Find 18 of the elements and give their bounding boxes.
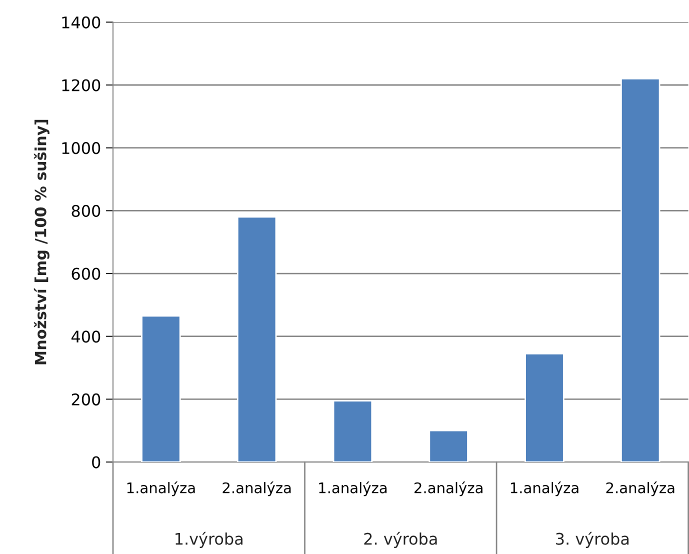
x-tick-label: 1.analýza bbox=[510, 481, 578, 496]
text: 2. výroba bbox=[364, 532, 437, 548]
x-tick-label: 1.analýza bbox=[319, 481, 387, 496]
y-tick-label: 0 bbox=[92, 456, 100, 468]
text: 3. výroba bbox=[556, 532, 629, 548]
x-tick-label: 2.analýza bbox=[606, 481, 674, 496]
y-tick-label: 1400 bbox=[62, 16, 100, 28]
text: 1.výroba bbox=[176, 532, 242, 548]
x-tick-label: 2.analýza bbox=[414, 481, 482, 496]
y-tick-label: 600 bbox=[72, 268, 100, 280]
y-axis-title: Množství [mg /100 % sušiny] bbox=[34, 120, 50, 364]
y-tick-label: 1000 bbox=[62, 142, 100, 154]
y-tick-label: 800 bbox=[72, 204, 100, 217]
y-tick-label: 200 bbox=[72, 393, 100, 406]
y-tick-label: 1200 bbox=[62, 79, 100, 92]
y-tick-label: 400 bbox=[71, 330, 100, 343]
x-tick-label: 2.analýza bbox=[222, 481, 291, 496]
x-tick-label: 1.analýza bbox=[127, 481, 195, 496]
